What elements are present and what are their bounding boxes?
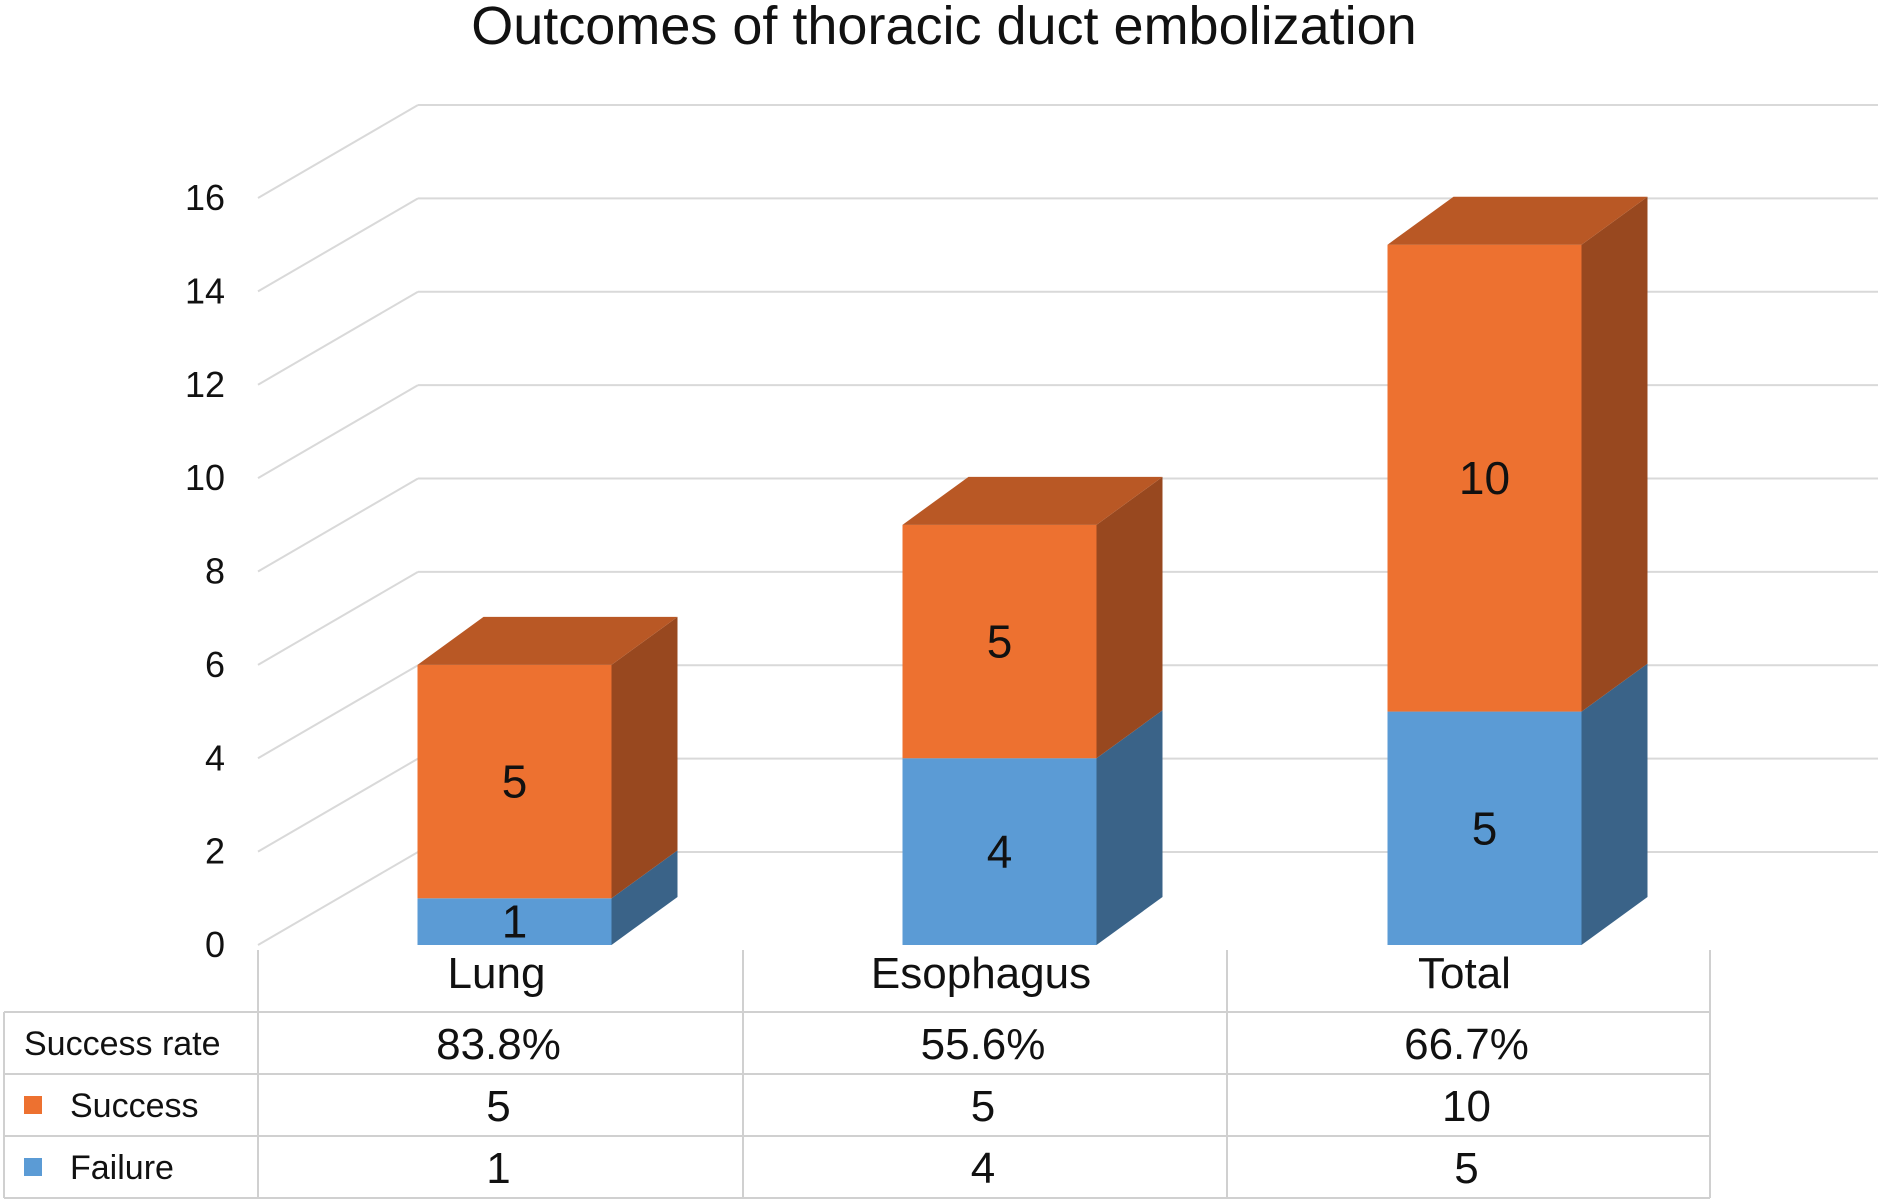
bar-side-face	[1581, 663, 1648, 945]
bar-front-face	[1387, 244, 1582, 712]
bar-front-face	[902, 758, 1097, 945]
gridline-depth	[257, 290, 419, 386]
legend-key-failure	[24, 1158, 42, 1176]
gridline-depth	[257, 851, 419, 946]
bar-value-label: 10	[1459, 452, 1510, 504]
bar-side-face	[1096, 476, 1163, 759]
bars: 1 5 4 5 5 10	[417, 196, 1648, 948]
data-table: Lung Esophagus Total Success rate 83.8% 55.6%…	[3, 949, 1711, 1199]
table-cell: 4	[971, 1144, 995, 1193]
table-row-label: Failure	[70, 1149, 174, 1187]
bar-value-label: 5	[502, 756, 528, 808]
table-cell: 5	[971, 1082, 995, 1131]
y-tick-label: 14	[185, 270, 225, 311]
bar-side-face	[611, 850, 678, 945]
y-tick-label: 16	[185, 177, 225, 218]
table-cell: 55.6%	[921, 1020, 1046, 1069]
bar-segment-success: 5	[417, 616, 678, 899]
bar-top-face	[1387, 196, 1648, 245]
table-row-label: Success rate	[24, 1025, 221, 1063]
gridline-depth	[257, 664, 419, 760]
bar-side-face	[1581, 196, 1648, 712]
legend-key-success	[24, 1096, 42, 1114]
bar-segment-failure: 4	[902, 710, 1163, 945]
table-row-label: Success	[70, 1087, 199, 1125]
bar-segment-failure: 1	[417, 850, 678, 948]
table-cell: 5	[486, 1082, 510, 1131]
chart-title: Outcomes of thoracic duct embolization	[471, 0, 1416, 56]
bar-value-label: 5	[1472, 802, 1498, 854]
table-cell: 10	[1442, 1082, 1491, 1131]
y-tick-label: 0	[205, 924, 225, 965]
gridline-depth	[257, 757, 419, 853]
table-cell: 5	[1454, 1144, 1478, 1193]
y-tick-label: 4	[205, 737, 225, 778]
gridline-depth	[257, 477, 419, 573]
y-tick-label: 6	[205, 644, 225, 685]
bar-value-label: 4	[987, 826, 1013, 878]
category-label: Total	[1418, 949, 1511, 998]
gridline-depth	[257, 197, 419, 293]
bar-front-face	[417, 664, 612, 899]
bar-top-face	[417, 616, 678, 665]
bar-front-face	[902, 524, 1097, 759]
table-cell: 1	[486, 1144, 510, 1193]
y-axis-ticks: 0 2 4 6 8 10 12 14 16	[185, 177, 225, 965]
y-tick-label: 2	[205, 831, 225, 872]
table-cell: 66.7%	[1404, 1020, 1529, 1069]
bar-value-label: 1	[502, 896, 528, 948]
bar-segment-success: 5	[902, 476, 1163, 759]
table-cell: 83.8%	[436, 1020, 561, 1069]
category-label: Esophagus	[871, 949, 1091, 998]
bar-side-face	[611, 616, 678, 899]
gridline-depth	[257, 104, 419, 199]
bar-value-label: 5	[987, 616, 1013, 668]
bar-top-face	[902, 476, 1163, 525]
bar-front-face	[417, 898, 612, 945]
bar-front-face	[1387, 711, 1582, 945]
bar-side-face	[1096, 710, 1163, 945]
category-label: Lung	[448, 949, 546, 998]
y-tick-label: 8	[205, 551, 225, 592]
y-tick-label: 12	[185, 364, 225, 405]
gridline-depth	[257, 384, 419, 479]
gridline-depth	[257, 571, 419, 666]
bar-segment-success: 10	[1387, 196, 1648, 712]
y-tick-label: 10	[185, 457, 225, 498]
bar-segment-failure: 5	[1387, 663, 1648, 945]
